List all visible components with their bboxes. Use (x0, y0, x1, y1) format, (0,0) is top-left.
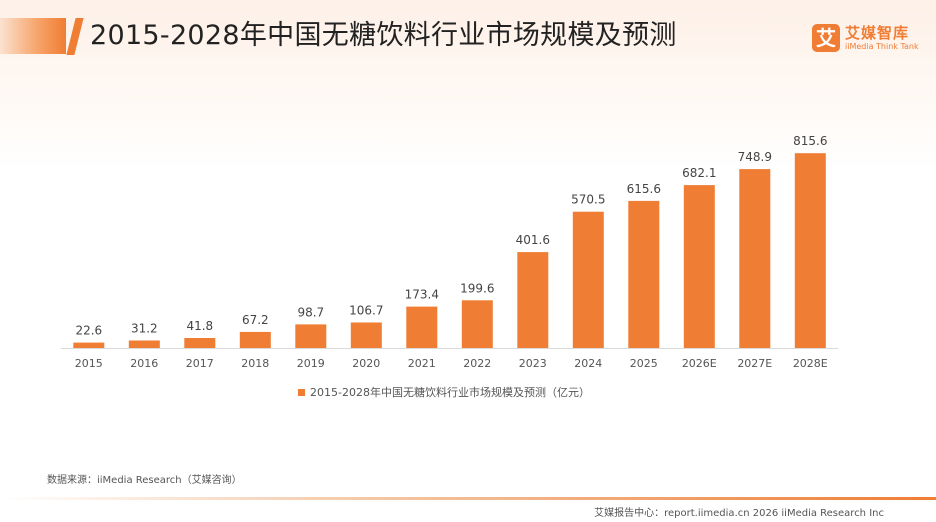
x-tick-label-2019: 2019 (297, 357, 325, 370)
x-tick-label-2015: 2015 (75, 357, 103, 370)
x-tick-label-2027E: 2027E (737, 357, 772, 370)
legend-label: 2015-2028年中国无糖饮料行业市场规模及预测（亿元） (310, 386, 590, 399)
x-tick-label-2025: 2025 (630, 357, 658, 370)
data-label-2016: 31.2 (131, 322, 158, 336)
x-tick-label-2020: 2020 (352, 357, 380, 370)
chart-legend: 2015-2028年中国无糖饮料行业市场规模及预测（亿元） (298, 383, 590, 401)
data-label-2018: 67.2 (242, 313, 269, 327)
data-label-2026E: 682.1 (682, 166, 716, 180)
data-label-2028E: 815.6 (793, 134, 827, 148)
footer-credit: 艾媒报告中心：report.iimedia.cn 2026 iiMedia Re… (594, 508, 884, 519)
bar-2024 (572, 211, 604, 348)
data-label-2017: 41.8 (186, 319, 213, 333)
bar-2020 (350, 322, 382, 348)
page-title: 2015-2028年中国无糖饮料行业市场规模及预测 (90, 20, 677, 51)
legend-swatch (298, 388, 305, 396)
bar-2016 (128, 340, 160, 348)
data-label-2027E: 748.9 (738, 150, 772, 164)
data-label-2022: 199.6 (460, 281, 494, 295)
bar-2015 (73, 342, 105, 348)
data-label-2021: 173.4 (405, 288, 439, 302)
x-tick-label-2021: 2021 (408, 357, 436, 370)
logo-mark-icon: 艾 (812, 24, 840, 52)
data-label-2023: 401.6 (516, 233, 550, 247)
x-tick-label-2016: 2016 (130, 357, 158, 370)
title-accent-bar (0, 18, 66, 54)
x-tick-label-2023: 2023 (519, 357, 547, 370)
header-background (0, 0, 936, 170)
bar-2017 (184, 338, 216, 348)
footer-divider (0, 497, 936, 500)
brand-logo: 艾 艾媒智库 iiMedia Think Tank (812, 23, 919, 57)
x-tick-label-2022: 2022 (463, 357, 491, 370)
data-label-2020: 106.7 (349, 304, 383, 318)
data-label-2019: 98.7 (297, 305, 324, 319)
bar-2027E (739, 169, 771, 348)
data-label-2015: 22.6 (75, 324, 102, 338)
bar-2028E (794, 153, 826, 348)
data-label-2024: 570.5 (571, 193, 605, 207)
x-tick-label-2018: 2018 (241, 357, 269, 370)
x-tick-label-2017: 2017 (186, 357, 214, 370)
bar-2023 (517, 252, 549, 348)
data-label-2025: 615.6 (627, 182, 661, 196)
bar-2021 (406, 306, 438, 348)
bar-2025 (628, 200, 660, 348)
bar-2019 (295, 324, 327, 348)
bar-2026E (683, 185, 715, 348)
x-tick-label-2024: 2024 (574, 357, 602, 370)
logo-subtitle: iiMedia Think Tank (845, 42, 919, 51)
logo-name: 艾媒智库 (845, 24, 910, 42)
x-tick-label-2026E: 2026E (682, 357, 717, 370)
x-tick-label-2028E: 2028E (793, 357, 828, 370)
data-source: 数据来源：iiMedia Research（艾媒咨询） (47, 475, 242, 486)
bar-2022 (461, 300, 493, 348)
bar-2018 (239, 331, 271, 348)
